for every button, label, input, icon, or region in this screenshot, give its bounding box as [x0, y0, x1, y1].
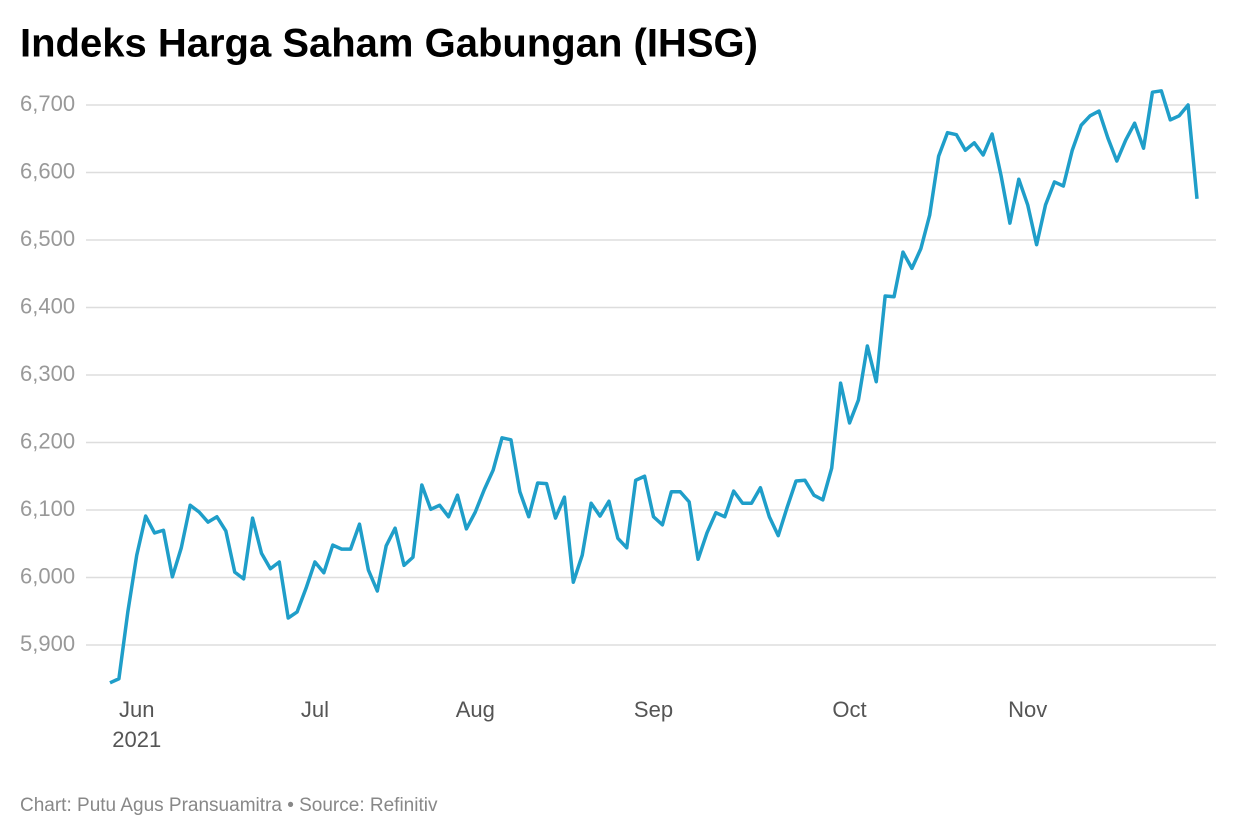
x-tick-label: Jun	[119, 697, 154, 722]
y-tick-label: 6,500	[20, 226, 75, 251]
footer: Chart: Putu Agus Pransuamitra • Source: …	[20, 795, 438, 816]
y-tick-label: 6,200	[20, 428, 75, 453]
y-tick-label: 6,300	[20, 361, 75, 386]
x-tick-label: Aug	[456, 697, 495, 722]
x-tick-label: Nov	[1008, 697, 1047, 722]
y-tick-label: 6,600	[20, 158, 75, 183]
x-year-label: 2021	[112, 727, 161, 752]
y-tick-label: 6,400	[20, 293, 75, 318]
data-line	[109, 89, 1199, 685]
chart-title: Indeks Harga Saham Gabungan (IHSG)	[20, 22, 758, 66]
x-tick-label: Oct	[832, 697, 866, 722]
x-tick-label: Jul	[301, 697, 329, 722]
y-tick-label: 5,900	[20, 631, 75, 656]
y-tick-label: 6,100	[20, 496, 75, 521]
y-tick-label: 6,700	[20, 91, 75, 116]
x-tick-label: Sep	[634, 697, 673, 722]
y-tick-label: 6,000	[20, 563, 75, 588]
